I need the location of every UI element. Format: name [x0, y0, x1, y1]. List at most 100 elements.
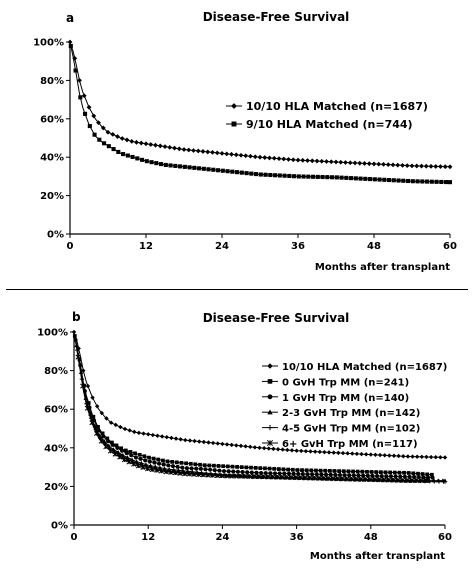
data-point: [376, 477, 383, 483]
data-point: [173, 163, 178, 168]
data-point: [402, 470, 406, 475]
legend-label: 9/10 HLA Matched (n=744): [246, 118, 413, 131]
data-point: [161, 462, 166, 467]
data-point: [119, 136, 125, 141]
data-point: [224, 442, 230, 447]
data-point: [222, 469, 226, 474]
data-point: [271, 155, 277, 161]
data-point: [97, 137, 102, 142]
data-point: [309, 468, 314, 473]
data-point: [149, 160, 154, 165]
legend-marker: [267, 379, 273, 384]
data-point: [203, 467, 208, 472]
data-point: [349, 176, 354, 181]
data-point: [360, 469, 365, 474]
data-point: [366, 161, 372, 167]
x-tick-label: 36: [291, 241, 305, 252]
data-point: [208, 467, 213, 472]
data-point: [326, 450, 332, 455]
data-point: [447, 164, 453, 170]
data-point: [154, 161, 159, 166]
legend-label: 2-3 GvH Trp MM (n=142): [282, 408, 420, 419]
data-point: [363, 176, 368, 181]
data-point: [98, 438, 104, 444]
data-point: [215, 441, 220, 446]
data-point: [259, 470, 264, 475]
data-point: [266, 446, 271, 451]
data-point: [195, 148, 201, 154]
data-point: [105, 436, 110, 441]
data-point: [235, 170, 240, 175]
data-point: [146, 432, 151, 437]
data-point: [426, 475, 431, 480]
data-point: [178, 164, 183, 169]
legend-entry: 10/10 HLA Matched (n=1687): [262, 362, 447, 373]
data-point: [100, 125, 106, 131]
data-point: [96, 120, 101, 126]
data-point: [285, 447, 290, 453]
data-point: [401, 178, 406, 183]
data-point: [256, 474, 262, 480]
data-point: [252, 154, 258, 160]
data-point: [192, 165, 197, 170]
x-tick-label: 48: [367, 241, 381, 252]
data-point: [314, 158, 320, 164]
data-point: [231, 469, 236, 474]
data-point: [385, 162, 391, 168]
panel-letter: a: [66, 11, 74, 25]
x-tick-label: 0: [71, 532, 78, 543]
data-point: [267, 155, 272, 161]
x-tick-label: 24: [215, 532, 229, 543]
data-point: [391, 453, 397, 458]
data-point: [277, 471, 282, 476]
data-point: [282, 173, 287, 178]
data-point: [308, 449, 313, 454]
legend-entry: 2-3 GvH Trp MM (n=142): [262, 408, 420, 419]
data-point: [164, 434, 169, 440]
data-point: [247, 473, 253, 480]
data-point: [416, 475, 421, 480]
y-tick-label: 60%: [40, 114, 64, 125]
data-point: [219, 473, 225, 479]
data-point: [379, 470, 383, 475]
data-point: [114, 443, 119, 448]
data-point: [106, 144, 111, 149]
data-point: [415, 179, 420, 184]
data-point: [418, 478, 424, 484]
data-point: [286, 471, 291, 476]
data-point: [273, 173, 278, 178]
data-point: [225, 169, 230, 174]
data-point: [113, 422, 118, 428]
data-point: [447, 180, 453, 185]
data-point: [274, 474, 280, 480]
data-point: [159, 434, 165, 439]
legend-marker: [231, 121, 237, 127]
data-point: [135, 156, 140, 161]
data-point: [110, 440, 114, 445]
data-point: [270, 474, 276, 480]
y-tick-label: 0%: [47, 230, 64, 241]
legend-label: 1 GvH Trp MM (n=140): [282, 393, 409, 404]
data-point: [333, 159, 339, 165]
data-point: [167, 144, 173, 150]
legend-marker: [267, 424, 273, 431]
data-point: [214, 472, 220, 479]
data-point: [245, 470, 250, 475]
data-point: [138, 456, 143, 461]
legend-label: 0 GvH Trp MM (n=241): [282, 377, 409, 388]
data-point: [400, 162, 405, 168]
data-point: [260, 474, 267, 480]
data-point: [225, 464, 230, 469]
data-point: [81, 93, 87, 99]
data-point: [373, 452, 378, 457]
data-point: [104, 416, 109, 421]
data-point: [182, 164, 187, 169]
data-point: [206, 440, 211, 445]
data-point: [358, 476, 364, 482]
data-point: [91, 414, 96, 419]
data-point: [239, 465, 244, 470]
data-point: [330, 476, 336, 482]
data-point: [271, 446, 276, 452]
data-point: [151, 456, 156, 461]
data-point: [116, 149, 121, 154]
